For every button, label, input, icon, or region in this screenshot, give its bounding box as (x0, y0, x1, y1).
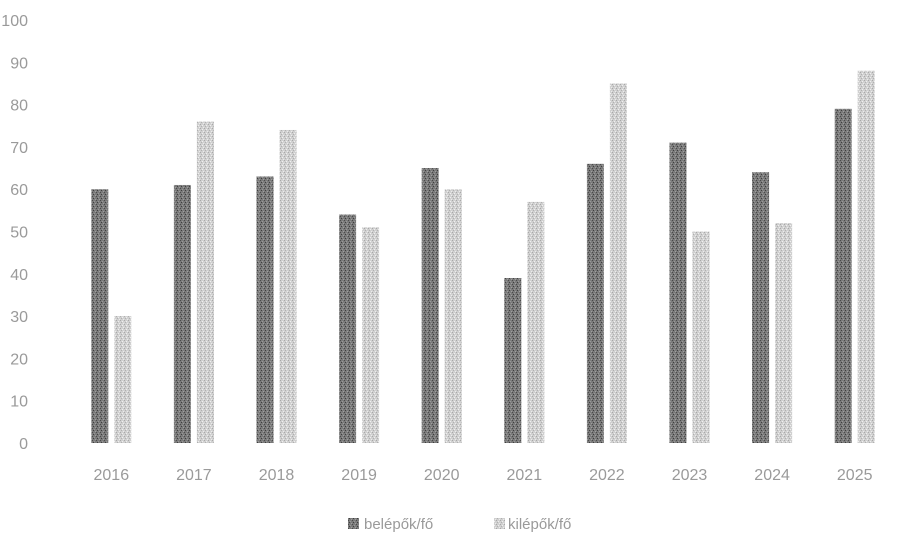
legend-swatch-belepok (348, 518, 359, 529)
bar-kilepok-2016 (114, 316, 132, 443)
legend-swatch-kilepok (494, 518, 505, 529)
bar-belepok-2019 (339, 214, 357, 443)
y-tick-label: 70 (10, 140, 28, 157)
x-axis: 2016 2017 2018 2019 2020 2021 2022 2023 2024 2025 (94, 467, 873, 484)
y-tick-label: 50 (10, 225, 28, 242)
bar-belepok-2024 (752, 172, 770, 443)
bar-kilepok-2017 (196, 121, 214, 444)
bar-kilepok-2024 (775, 223, 793, 443)
bar-belepok-2020 (421, 168, 439, 444)
bar-kilepok-2018 (279, 129, 297, 444)
bar-kilepok-2019 (362, 227, 380, 443)
x-tick-label: 2017 (176, 467, 212, 484)
bar-kilepok-2021 (527, 201, 545, 443)
legend-label-kilepok: kilépők/fő (508, 516, 571, 533)
bar-kilepok-2025 (857, 70, 875, 443)
x-tick-label: 2016 (94, 467, 130, 484)
bar-belepok-2021 (504, 278, 522, 443)
y-tick-label: 100 (1, 13, 28, 30)
bar-belepok-2023 (669, 142, 687, 444)
bar-belepok-2017 (173, 184, 191, 443)
bar-kilepok-2023 (692, 231, 710, 443)
bar-kilepok-2022 (609, 83, 627, 443)
y-tick-label: 0 (19, 436, 28, 453)
y-tick-label: 90 (10, 55, 28, 72)
bar-belepok-2022 (586, 163, 604, 443)
x-tick-label: 2025 (837, 467, 873, 484)
x-tick-label: 2021 (507, 467, 543, 484)
legend-label-belepok: belépők/fő (364, 516, 433, 533)
y-tick-label: 40 (10, 267, 28, 284)
legend: belépők/fő kilépők/fő (348, 516, 571, 533)
x-tick-label: 2023 (672, 467, 708, 484)
y-tick-label: 80 (10, 98, 28, 115)
x-tick-label: 2019 (341, 467, 377, 484)
bar-belepok-2018 (256, 176, 274, 443)
x-tick-label: 2024 (754, 467, 790, 484)
y-tick-label: 20 (10, 351, 28, 368)
bar-belepok-2016 (91, 189, 109, 443)
bars (91, 70, 875, 444)
x-tick-label: 2020 (424, 467, 460, 484)
y-tick-label: 30 (10, 309, 28, 326)
y-tick-label: 10 (10, 394, 28, 411)
y-axis: 0 10 20 30 40 50 60 70 80 90 100 (1, 13, 28, 453)
y-tick-label: 60 (10, 182, 28, 199)
x-tick-label: 2018 (259, 467, 295, 484)
x-tick-label: 2022 (589, 467, 625, 484)
bar-kilepok-2020 (444, 189, 462, 443)
bar-belepok-2025 (834, 108, 852, 443)
